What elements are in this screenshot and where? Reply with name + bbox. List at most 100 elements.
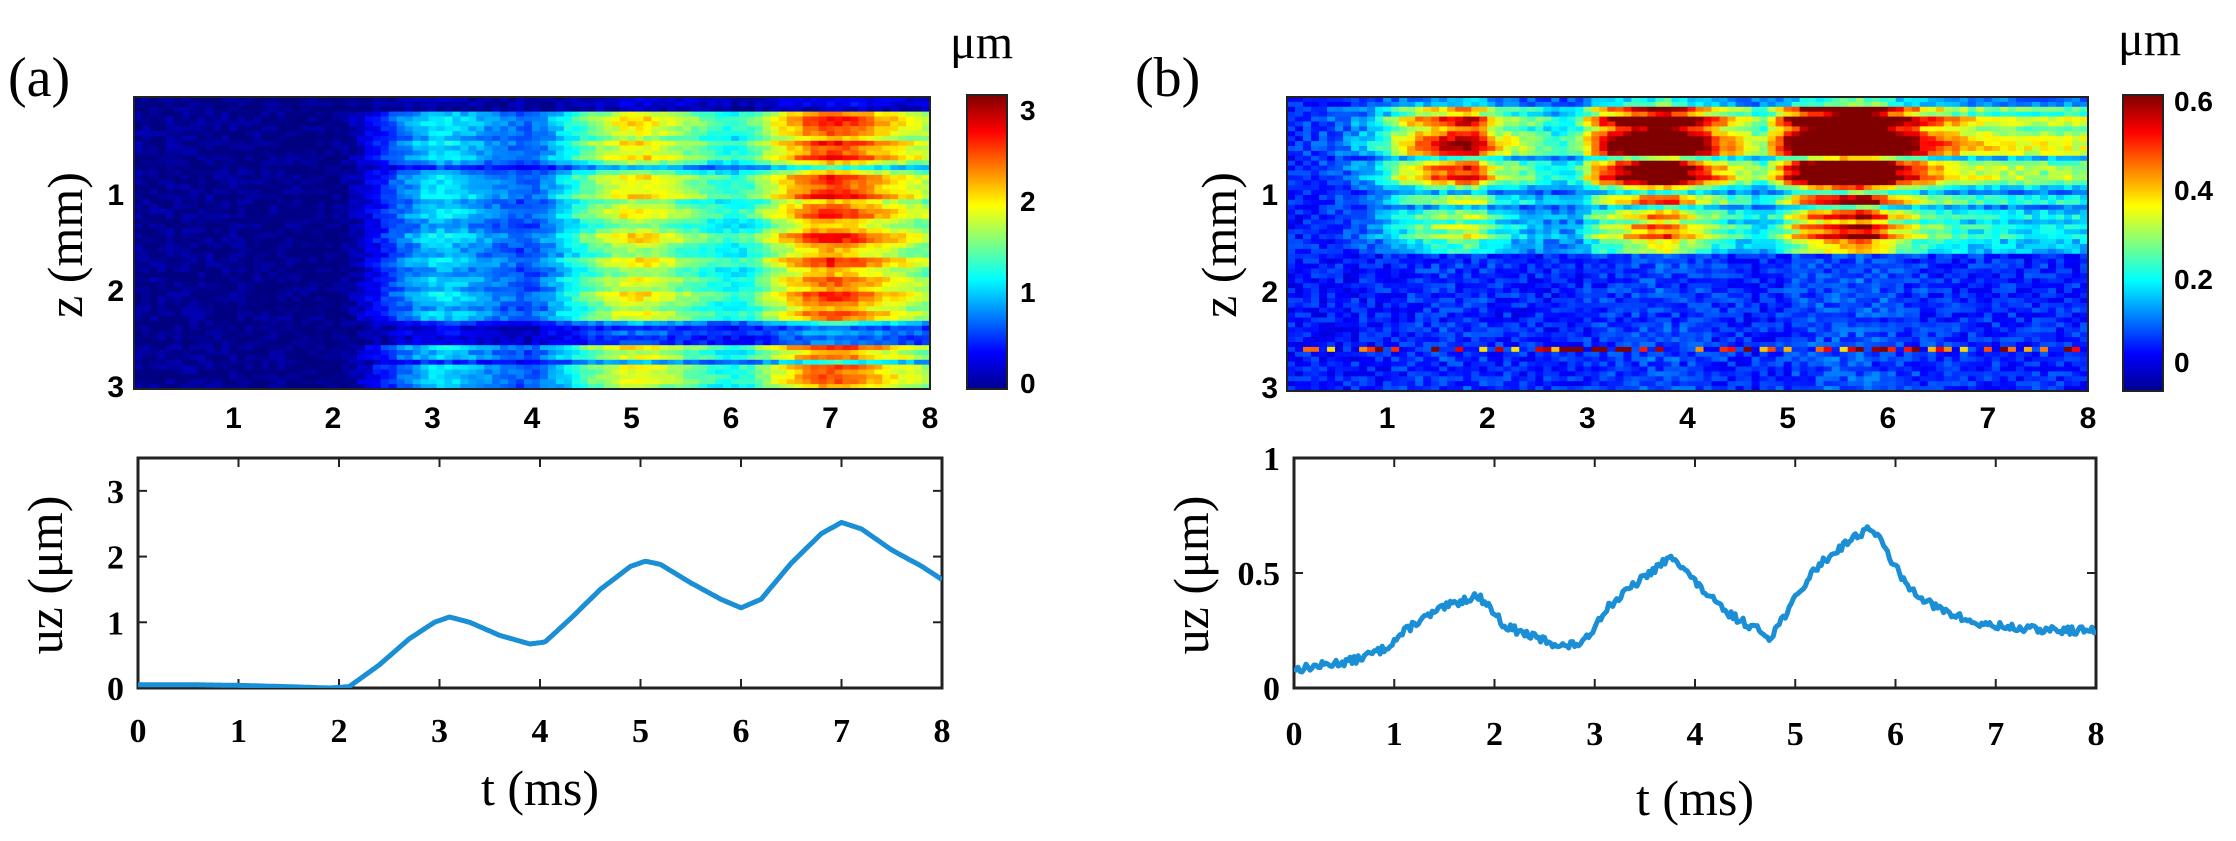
- heatmap-cell: [508, 325, 517, 332]
- heatmap-cell: [619, 106, 629, 113]
- heatmap-cell: [500, 325, 509, 332]
- heatmap-cell: [858, 184, 867, 191]
- heatmap-cell: [165, 218, 175, 225]
- heatmap-cell: [325, 131, 334, 137]
- heatmap-cell: [317, 228, 326, 234]
- heatmap-cell: [738, 243, 748, 249]
- heatmap-cell: [532, 165, 541, 171]
- heatmap-cell: [149, 247, 159, 254]
- heatmap-cell: [675, 174, 684, 181]
- heatmap-cell: [571, 311, 581, 317]
- heatmap-cell: [173, 165, 183, 171]
- heatmap-cell: [699, 170, 708, 176]
- heatmap-cell: [627, 106, 637, 113]
- heatmap-cell: [555, 145, 565, 152]
- heatmap-cell: [309, 247, 318, 254]
- heatmap-cell: [738, 311, 748, 317]
- heatmap-cell: [348, 272, 358, 278]
- heatmap-cell: [874, 296, 883, 302]
- heatmap-cell: [452, 223, 461, 229]
- heatmap-cell: [635, 179, 645, 186]
- heatmap-cell: [237, 213, 247, 220]
- heatmap-cell: [922, 281, 930, 288]
- heatmap-cell: [914, 116, 923, 122]
- heatmap-cell: [746, 111, 756, 118]
- heatmap-cell: [842, 272, 851, 278]
- heatmap-cell: [165, 335, 175, 341]
- heatmap-cell: [356, 330, 366, 337]
- heatmap-cell: [460, 291, 469, 298]
- heatmap-cell: [850, 320, 859, 327]
- heatmap-cell: [914, 184, 923, 191]
- heatmap-cell: [221, 223, 231, 229]
- heatmap-cell: [269, 286, 278, 293]
- heatmap-cell: [500, 101, 509, 108]
- heatmap-cell: [229, 184, 239, 191]
- heatmap-cell: [922, 228, 930, 234]
- heatmap-cell: [253, 262, 262, 268]
- heatmap-cell: [532, 252, 541, 259]
- heatmap-cell: [794, 150, 804, 156]
- heatmap-cell: [603, 228, 613, 234]
- heatmap-cell: [754, 213, 764, 220]
- heatmap-cell: [364, 121, 374, 127]
- heatmap-cell: [492, 267, 501, 273]
- heatmap-cell: [587, 247, 597, 254]
- heatmap-cell: [627, 194, 637, 200]
- heatmap-cell: [587, 281, 597, 288]
- heatmap-cell: [221, 306, 231, 312]
- heatmap-cell: [197, 262, 207, 268]
- heatmap-cell: [189, 160, 199, 166]
- heatmap-cell: [189, 199, 199, 205]
- heatmap-cell: [173, 262, 183, 268]
- heatmap-cell: [484, 121, 493, 127]
- heatmap-cell: [134, 228, 143, 234]
- heatmap-cell: [746, 121, 756, 127]
- heatmap-cell: [317, 306, 326, 312]
- heatmap-cell: [914, 131, 923, 137]
- heatmap-cell: [858, 165, 867, 171]
- heatmap-cell: [428, 204, 438, 210]
- heatmap-cell: [380, 126, 390, 132]
- heatmap-cell: [134, 296, 143, 302]
- heatmap-cell: [659, 106, 668, 113]
- heatmap-cell: [261, 281, 270, 288]
- heatmap-cell: [237, 126, 247, 132]
- heatmap-cell: [746, 218, 756, 225]
- heatmap-cell: [619, 179, 629, 186]
- heatmap-cell: [165, 228, 175, 234]
- heatmap-cell: [579, 111, 589, 118]
- heatmap-cell: [213, 135, 223, 142]
- heatmap-cell: [524, 213, 533, 220]
- heatmap-cell: [762, 301, 772, 307]
- heatmap-cell: [715, 208, 724, 215]
- heatmap-cell: [555, 281, 565, 288]
- heatmap-cell: [786, 170, 796, 176]
- heatmap-cell: [380, 243, 390, 249]
- heatmap-cell: [754, 189, 764, 195]
- heatmap-cell: [492, 179, 501, 186]
- heatmap-cell: [667, 106, 676, 113]
- heatmap-cell: [317, 145, 326, 152]
- heatmap-cell: [412, 267, 422, 273]
- heatmap-cell: [436, 286, 446, 293]
- heatmap-cell: [348, 184, 358, 191]
- heatmap-cell: [906, 170, 915, 176]
- heatmap-cell: [587, 150, 597, 156]
- heatmap-cell: [245, 330, 254, 337]
- heatmap-cell: [301, 213, 310, 220]
- heatmap-cell: [595, 184, 605, 191]
- heatmap-cell: [157, 174, 167, 181]
- heatmap-cell: [778, 267, 788, 273]
- heatmap-cell: [428, 179, 438, 186]
- heatmap-cell: [412, 238, 422, 244]
- heatmap-cell: [380, 131, 390, 137]
- heatmap-cell: [245, 160, 254, 166]
- heatmap-cell: [157, 223, 167, 229]
- heatmap-cell: [738, 111, 748, 118]
- heatmap-cell: [380, 286, 390, 293]
- heatmap-cell: [460, 267, 469, 273]
- heatmap-cell: [165, 296, 175, 302]
- heatmap-cell: [579, 165, 589, 171]
- heatmap-cell: [412, 306, 422, 312]
